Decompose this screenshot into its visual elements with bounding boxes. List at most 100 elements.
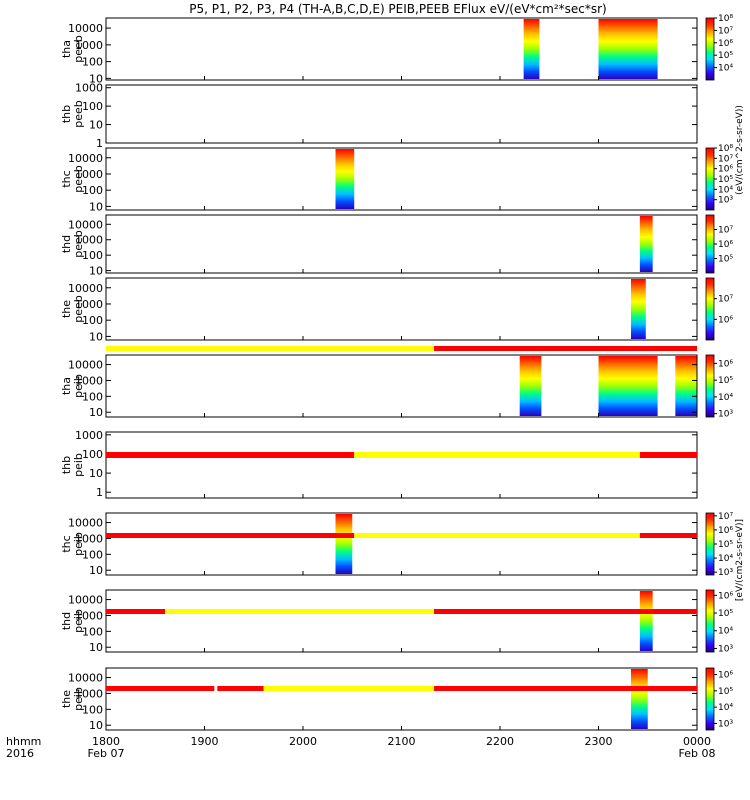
flag-bar-segment: [434, 346, 697, 351]
panel-product-label: peib: [72, 687, 85, 711]
y-tick-label: 100: [82, 390, 103, 403]
panel-the-peeb: 10 100 1000 10000 the peeb 10⁶ 10⁷: [60, 277, 733, 343]
spectrogram-block: [639, 591, 653, 651]
colorbar-tick-label: 10⁸: [718, 14, 733, 24]
y-tick-label: 1000: [75, 429, 103, 442]
y-tick-label: 10000: [68, 359, 103, 372]
y-tick-label: 100: [82, 625, 103, 638]
spectrogram-block: [639, 216, 653, 272]
colorbar-tick-label: 10³: [718, 568, 733, 578]
panel-frame: [105, 84, 698, 144]
flag-bar-segment: [434, 686, 697, 691]
flag-bar-segment: [106, 686, 215, 691]
flag-bar-segment: [639, 533, 697, 538]
y-tick-label: 10: [89, 72, 103, 85]
y-tick-label: 10: [89, 119, 103, 132]
colorbar-tick-label: 10⁶: [718, 526, 733, 536]
colorbar-tick-label: 10⁷: [718, 26, 733, 36]
colorbar: [705, 214, 715, 274]
y-tick-label: 10000: [68, 517, 103, 530]
panel-product-label: peib: [72, 532, 85, 556]
y-tick-label: 10000: [68, 152, 103, 165]
flag-bar-segment: [165, 609, 435, 614]
end-date-label: Feb 08: [679, 747, 716, 760]
y-tick-label: 1000: [75, 39, 103, 52]
colorbar: [705, 589, 715, 653]
panel-probe-label: thc: [60, 535, 73, 552]
y-tick-label: 10: [89, 200, 103, 213]
panel-product-label: peib: [72, 609, 85, 633]
panel-thd-peeb: 10 100 1000 10000 thd peeb 10⁵ 10⁶ 10⁷: [60, 214, 733, 278]
panel-frame: [105, 277, 698, 341]
y-tick-label: 10000: [68, 282, 103, 295]
y-tick-label: 10000: [68, 594, 103, 607]
colorbar-tick-label: 10⁶: [718, 359, 733, 369]
panel-frame: [105, 667, 698, 731]
colorbar-tick-label: 10⁷: [718, 154, 733, 164]
colorbar-tick-label: 10⁵: [718, 255, 733, 265]
panel-product-label: peeb: [72, 35, 85, 63]
x-tick-label: 1900: [191, 735, 219, 748]
flag-bar-segment: [106, 452, 355, 458]
time-header-label: hhmm: [6, 735, 41, 748]
y-tick-label: 100: [82, 100, 103, 113]
x-tick-label: 1800: [92, 735, 120, 748]
y-tick-label: 100: [82, 184, 103, 197]
flag-bar-segment: [263, 686, 435, 691]
panel-product-label: peib: [72, 374, 85, 398]
panel-probe-label: thc: [60, 170, 73, 187]
colorbar-tick-label: 10³: [718, 410, 733, 420]
y-tick-label: 1: [96, 486, 103, 499]
colorbar-tick-label: 10⁶: [718, 165, 733, 175]
colorbar-tick-label: 10⁶: [718, 591, 733, 601]
colorbar-tick-label: 10⁶: [718, 671, 733, 681]
colorbar-tick-label: 10⁴: [718, 703, 733, 713]
spectrogram-block: [335, 149, 355, 209]
panel-frame: [105, 431, 698, 499]
colorbar-tick-label: 10³: [718, 644, 733, 654]
y-tick-label: 10000: [68, 672, 103, 685]
panel-product-label: peib: [72, 453, 85, 477]
colorbar-tick-label: 10⁷: [718, 512, 733, 522]
spectrogram-block: [598, 19, 658, 79]
colorbar-tick-label: 10⁶: [718, 240, 733, 250]
y-tick-label: 10: [89, 641, 103, 654]
colorbar-label-peib: [eV/(cm2-s-sr-eV)]: [735, 519, 745, 601]
panel-thb-peib: 1 10 100 1000 thb peib: [60, 429, 698, 499]
y-tick-label: 10000: [68, 22, 103, 35]
y-tick-label: 10: [89, 467, 103, 480]
y-tick-label: 1000: [75, 168, 103, 181]
x-tick-label: 2300: [585, 735, 613, 748]
spectrogram-block: [335, 514, 353, 574]
panel-probe-label: thd: [60, 612, 73, 630]
y-tick-label: 100: [82, 249, 103, 262]
colorbar-tick-label: 10⁵: [718, 376, 733, 386]
panel-frame: [105, 589, 698, 653]
panel-frame: [105, 512, 698, 576]
panel-thd-peib: 10 100 1000 10000 thd peib 10³ 10⁴ 10⁵ 10⁶: [60, 589, 733, 654]
x-tick-label: 0000: [683, 735, 711, 748]
y-tick-label: 1000: [75, 609, 103, 622]
y-tick-label: 10: [89, 265, 103, 278]
start-date-label: Feb 07: [88, 747, 125, 760]
y-tick-label: 1000: [75, 234, 103, 247]
panel-product-label: peeb: [72, 100, 85, 128]
colorbar-tick-label: 10⁷: [718, 295, 733, 305]
spectrogram-block: [631, 669, 648, 729]
flag-bar-segment: [354, 452, 640, 458]
flag-bar-segment: [106, 609, 166, 614]
panel-probe-label: the: [60, 300, 73, 318]
colorbar-tick-label: 10⁴: [718, 64, 733, 74]
colorbar-tick-label: 10⁵: [718, 51, 733, 61]
panel-probe-label: thb: [60, 456, 73, 474]
colorbar-tick-label: 10³: [718, 196, 733, 206]
panel-product-label: peeb: [72, 295, 85, 323]
flag-bar-segment: [106, 346, 435, 351]
colorbar: [705, 147, 715, 211]
y-tick-label: 100: [82, 703, 103, 716]
panel-tha-peib: 10 100 1000 10000 tha peib 10³ 10⁴ 10⁵ 10⁶: [60, 346, 733, 420]
panel-product-label: peeb: [72, 230, 85, 258]
panel-product-label: peeb: [72, 165, 85, 193]
